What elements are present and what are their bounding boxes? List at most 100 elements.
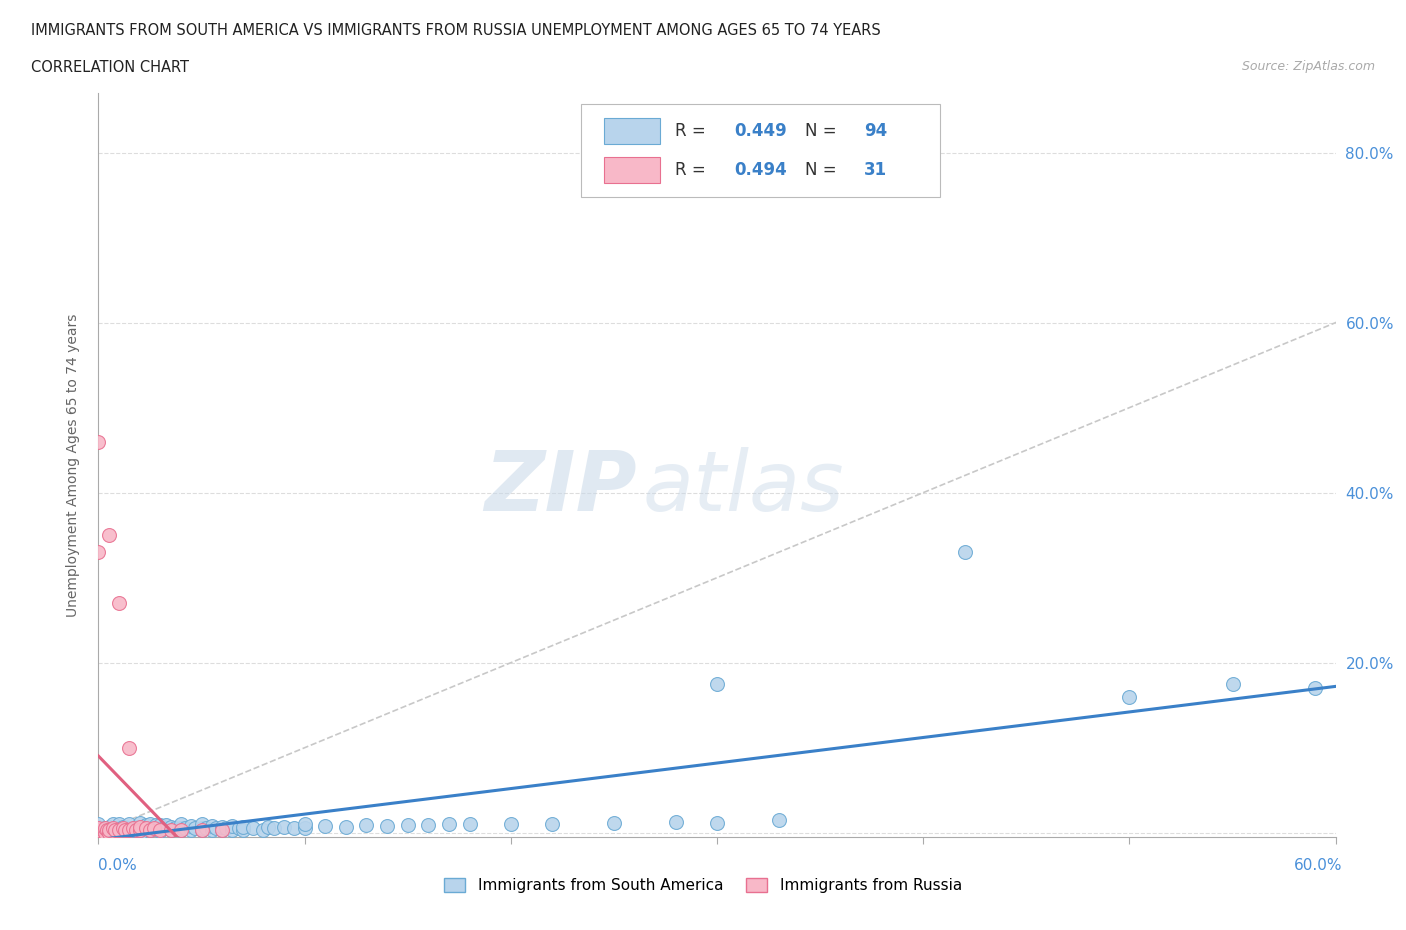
- Point: [118, 823, 141, 838]
- Point: [232, 819, 254, 834]
- Point: [96, 823, 118, 838]
- Point: [159, 823, 181, 838]
- Point: [768, 813, 790, 828]
- Point: [139, 820, 162, 835]
- Point: [112, 819, 135, 834]
- Point: [232, 823, 254, 838]
- Point: [135, 821, 157, 836]
- Point: [170, 823, 193, 838]
- Point: [143, 821, 166, 836]
- Point: [221, 818, 243, 833]
- Point: [114, 821, 136, 836]
- FancyBboxPatch shape: [605, 118, 661, 144]
- Point: [706, 676, 728, 691]
- Text: Source: ZipAtlas.com: Source: ZipAtlas.com: [1241, 60, 1375, 73]
- Point: [205, 821, 228, 836]
- Text: 94: 94: [865, 123, 887, 140]
- Legend: Immigrants from South America, Immigrants from Russia: Immigrants from South America, Immigrant…: [437, 871, 969, 899]
- Point: [108, 817, 131, 831]
- Point: [97, 819, 120, 834]
- Point: [122, 821, 145, 836]
- Point: [128, 819, 150, 834]
- Point: [87, 821, 110, 836]
- Text: 31: 31: [865, 161, 887, 179]
- Point: [375, 818, 398, 833]
- Point: [118, 825, 141, 840]
- Point: [104, 823, 127, 838]
- Point: [256, 819, 278, 834]
- Point: [143, 821, 166, 836]
- Point: [128, 819, 150, 834]
- Point: [149, 824, 172, 839]
- Point: [87, 825, 110, 840]
- Point: [128, 823, 150, 838]
- Text: R =: R =: [675, 123, 711, 140]
- Text: N =: N =: [804, 123, 842, 140]
- Text: N =: N =: [804, 161, 842, 179]
- Point: [418, 817, 440, 832]
- Point: [541, 817, 564, 831]
- Point: [118, 817, 141, 831]
- Point: [159, 823, 181, 838]
- Point: [155, 817, 177, 832]
- Point: [149, 817, 172, 832]
- Point: [87, 823, 110, 838]
- Point: [93, 821, 115, 836]
- Point: [112, 823, 135, 838]
- Point: [706, 815, 728, 830]
- Point: [1303, 681, 1326, 696]
- Text: 0.494: 0.494: [734, 161, 787, 179]
- Point: [283, 821, 305, 836]
- Point: [194, 821, 217, 836]
- Point: [170, 823, 193, 838]
- Text: 60.0%: 60.0%: [1295, 857, 1343, 872]
- Point: [180, 818, 202, 833]
- Point: [170, 820, 193, 835]
- Point: [128, 825, 150, 840]
- Point: [458, 817, 481, 831]
- Point: [122, 823, 145, 838]
- Point: [114, 823, 136, 838]
- Point: [211, 823, 233, 838]
- Point: [499, 817, 522, 831]
- FancyBboxPatch shape: [581, 104, 939, 197]
- Point: [112, 821, 135, 836]
- Point: [228, 821, 250, 836]
- Text: 0.449: 0.449: [734, 123, 787, 140]
- Point: [149, 823, 172, 838]
- Point: [294, 817, 316, 831]
- Point: [953, 545, 976, 560]
- Point: [252, 823, 274, 838]
- Point: [97, 823, 120, 838]
- Point: [263, 821, 285, 836]
- Point: [211, 823, 233, 838]
- Point: [149, 821, 172, 836]
- Point: [97, 823, 120, 838]
- Point: [190, 820, 212, 835]
- Point: [184, 820, 207, 835]
- Text: 0.0%: 0.0%: [98, 857, 138, 872]
- Text: CORRELATION CHART: CORRELATION CHART: [31, 60, 188, 75]
- Point: [128, 815, 150, 830]
- Point: [87, 817, 110, 831]
- Text: ZIP: ZIP: [484, 446, 637, 528]
- Text: IMMIGRANTS FROM SOUTH AMERICA VS IMMIGRANTS FROM RUSSIA UNEMPLOYMENT AMONG AGES : IMMIGRANTS FROM SOUTH AMERICA VS IMMIGRA…: [31, 23, 880, 38]
- Point: [124, 823, 146, 838]
- Point: [190, 823, 212, 838]
- Text: R =: R =: [675, 161, 711, 179]
- Point: [201, 818, 224, 833]
- Point: [1222, 676, 1244, 691]
- Point: [159, 819, 181, 834]
- Point: [180, 823, 202, 838]
- Point: [118, 740, 141, 755]
- Point: [108, 823, 131, 838]
- Point: [145, 817, 167, 832]
- Point: [93, 821, 115, 836]
- Point: [211, 819, 233, 834]
- Text: atlas: atlas: [643, 446, 845, 528]
- Point: [97, 527, 120, 542]
- Point: [101, 821, 124, 836]
- Point: [87, 821, 110, 836]
- Point: [87, 434, 110, 449]
- Point: [603, 815, 626, 830]
